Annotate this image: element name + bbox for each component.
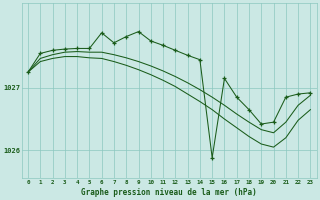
X-axis label: Graphe pression niveau de la mer (hPa): Graphe pression niveau de la mer (hPa) — [81, 188, 257, 197]
